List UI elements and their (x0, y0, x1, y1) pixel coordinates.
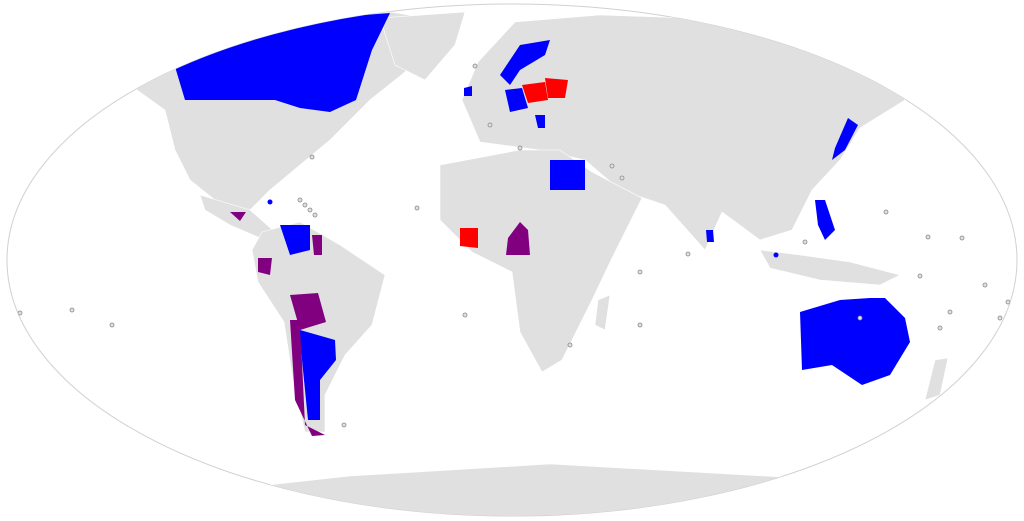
region-philippines (815, 200, 835, 240)
south-america (251, 221, 386, 433)
region-poland (522, 82, 548, 103)
africa (439, 149, 643, 373)
region-island (773, 252, 779, 258)
region-guyana (312, 235, 322, 255)
region-argentina (300, 330, 336, 420)
region-australia (800, 298, 910, 385)
region-norway-sweden (500, 40, 550, 85)
region-japan (832, 118, 858, 160)
new-zealand (924, 357, 949, 401)
region-belarus (545, 78, 568, 98)
region-ivory-coast (460, 228, 478, 248)
region-balkans (535, 115, 545, 128)
small-island-markers (17, 63, 1011, 428)
region-canada (175, 13, 390, 112)
region-sri-lanka (706, 230, 714, 242)
madagascar (594, 294, 611, 331)
region-ecuador (258, 258, 272, 275)
region-honduras (230, 212, 246, 221)
region-cameroon (506, 222, 530, 255)
region-venezuela (280, 225, 310, 255)
greenland (379, 11, 466, 81)
region-central-europe (505, 88, 528, 112)
region-island (267, 199, 273, 205)
region-chile (290, 320, 325, 436)
indonesia (759, 249, 901, 286)
region-ireland (464, 86, 472, 96)
region-egypt (550, 160, 585, 190)
eurasia (461, 14, 906, 251)
